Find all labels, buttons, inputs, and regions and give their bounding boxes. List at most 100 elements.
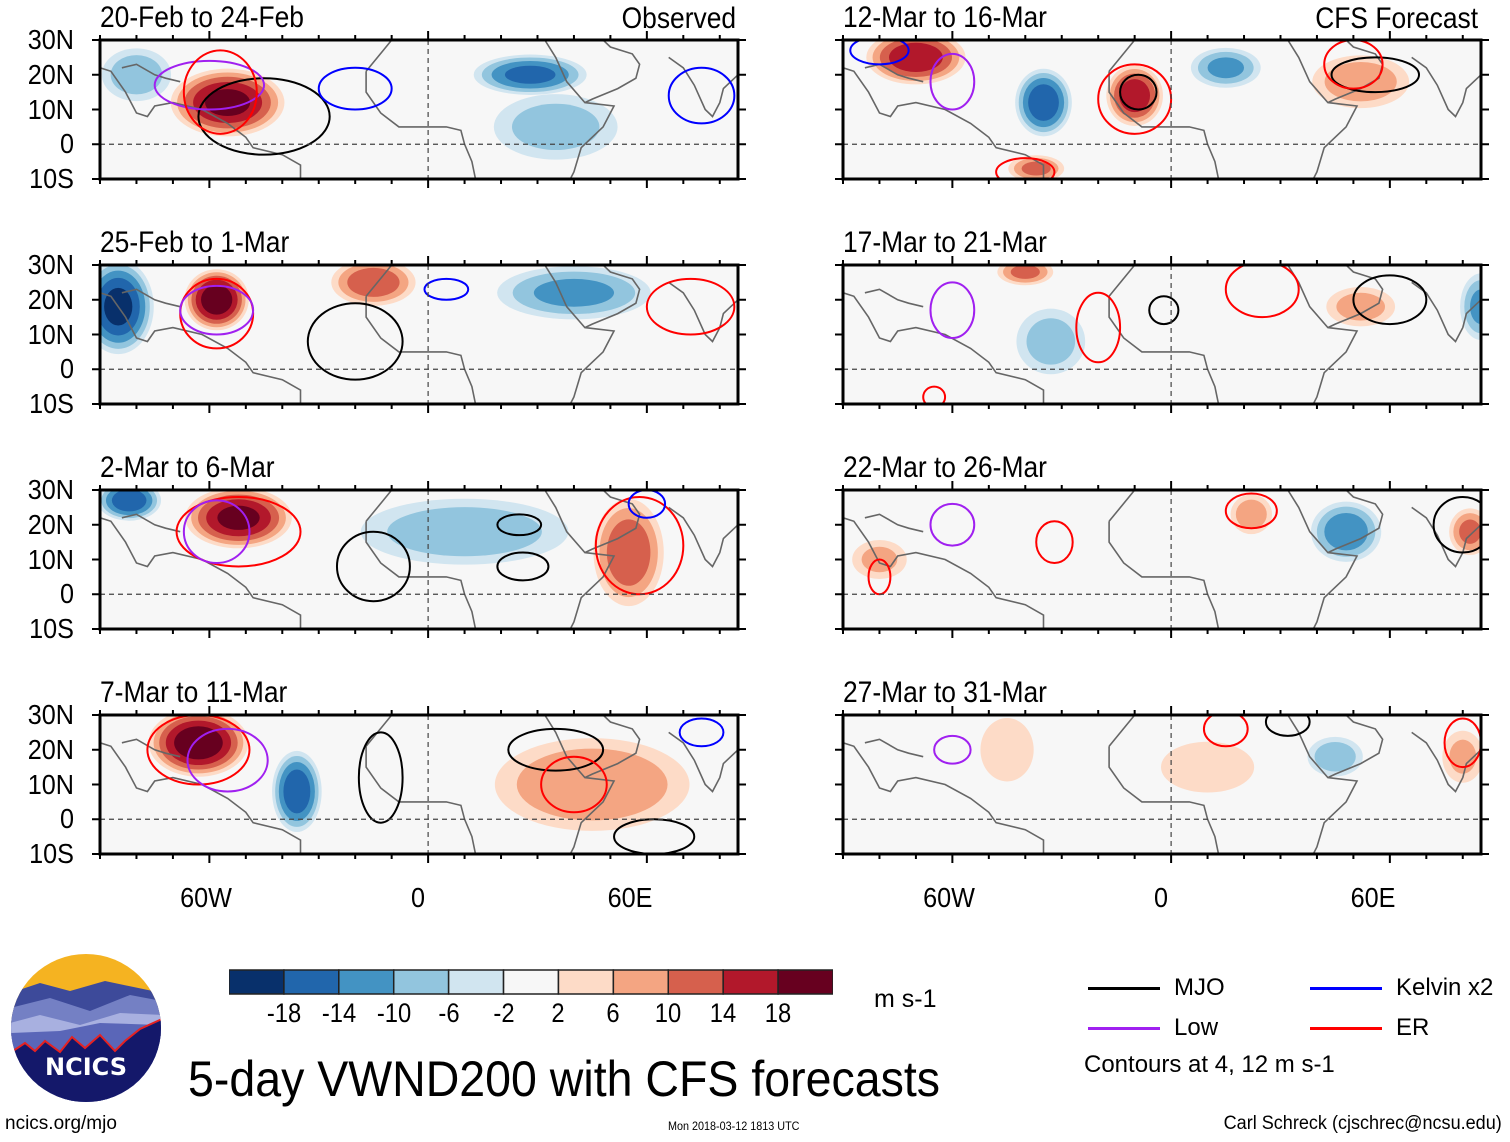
contour-mjo — [496, 513, 543, 537]
coastline — [843, 517, 1045, 629]
coastline — [1287, 715, 1359, 854]
contour-low — [153, 59, 266, 111]
coastline — [1411, 731, 1481, 793]
colorbar-swatch — [667, 969, 724, 995]
map-panel — [835, 706, 1489, 863]
coastline — [100, 517, 302, 629]
northerly-anomaly-shading — [110, 55, 163, 95]
timestamp: Mon 2018-03-12 1813 UTC — [668, 1119, 800, 1133]
panel-title: 12-Mar to 16-Mar — [843, 1, 1047, 34]
legend-item-mjo: MJO — [1088, 975, 1225, 1001]
map-panel — [835, 31, 1489, 188]
northerly-anomaly-shading — [1028, 84, 1059, 121]
contour-er — [1202, 715, 1249, 748]
coastline — [864, 738, 924, 758]
coastline — [1108, 715, 1136, 747]
contour-er — [1097, 63, 1173, 135]
coastline — [584, 715, 641, 779]
panel-title: 27-Mar to 31-Mar — [843, 676, 1047, 709]
colorbar-swatch — [502, 969, 560, 995]
coastline — [1108, 265, 1136, 297]
contour-er — [645, 277, 736, 336]
legend-swatch — [1088, 986, 1160, 990]
x-tick-label: 0 — [410, 882, 426, 913]
y-tick-label: 30N — [27, 24, 74, 55]
colorbar-swatch — [447, 969, 505, 995]
contour-er — [995, 157, 1056, 179]
coastline — [544, 40, 616, 179]
contour-kelvin-x2 — [317, 66, 393, 111]
coastline — [1287, 490, 1359, 629]
contour-mjo — [1264, 715, 1311, 737]
x-tick-label: 0 — [1153, 882, 1169, 913]
northerly-anomaly-shading — [111, 490, 147, 512]
panel-title: 17-Mar to 21-Mar — [843, 226, 1047, 259]
colorbar-swatch — [722, 969, 779, 995]
contour-er — [540, 755, 608, 814]
contour-er — [175, 495, 302, 568]
map-background — [843, 265, 1481, 404]
y-tick-label: 10N — [27, 93, 74, 125]
y-tick-label: 20N — [27, 58, 74, 90]
northerly-anomaly-shading — [533, 278, 615, 307]
legend-label: Kelvin x2 — [1396, 974, 1494, 1001]
southerly-anomaly-shading — [1336, 292, 1385, 321]
coastline — [365, 521, 477, 629]
coastline — [1327, 265, 1384, 329]
coastline — [1327, 715, 1384, 779]
southerly-anomaly-shading — [1449, 739, 1477, 774]
contour-kelvin-x2 — [678, 717, 725, 748]
coastline — [843, 292, 1045, 404]
coastline — [365, 296, 477, 404]
panel-title: 25-Feb to 1-Mar — [100, 226, 290, 259]
contour-mjo — [1148, 295, 1180, 326]
southerly-anomaly-shading — [201, 284, 233, 315]
legend-item-kelvin: Kelvin x2 — [1310, 975, 1493, 1001]
y-tick-label: 0 — [59, 128, 74, 160]
coastline — [1108, 40, 1136, 72]
contour-low — [182, 499, 251, 564]
northerly-anomaly-shading — [511, 103, 600, 151]
column-label-observed: Observed — [621, 2, 736, 35]
coastline — [121, 63, 181, 83]
southerly-anomaly-shading — [174, 726, 223, 760]
colorbar-swatch — [557, 969, 615, 995]
y-tick-label: 10S — [29, 163, 75, 194]
coastline — [1108, 746, 1220, 854]
contour-mjo — [197, 77, 331, 156]
contour-note: Contours at 4, 12 m s-1 — [1084, 1051, 1335, 1078]
map-panel — [92, 31, 746, 188]
coastline — [1287, 40, 1359, 179]
contour-er — [1035, 520, 1074, 564]
coastline — [584, 265, 641, 329]
colorbar-tick-label: -6 — [438, 998, 460, 1028]
coastline — [544, 490, 616, 629]
contour-low — [929, 52, 976, 111]
coastline — [121, 738, 181, 758]
x-tick-label: 60W — [180, 882, 232, 913]
northerly-anomaly-shading — [1207, 57, 1245, 79]
southerly-anomaly-shading — [347, 267, 400, 297]
contour-kelvin-x2 — [627, 490, 667, 519]
coastline — [1287, 265, 1359, 404]
coastline — [668, 56, 738, 118]
units-label: m s-1 — [874, 985, 937, 1013]
site-link[interactable]: ncics.org/mjo — [5, 1113, 117, 1134]
colorbar-swatch — [612, 969, 670, 995]
colorbar-tick-label: -2 — [492, 998, 515, 1028]
colorbar-tick-label: -10 — [376, 998, 411, 1028]
y-tick-label: 10N — [27, 543, 74, 575]
figure-title: 5-day VWND200 with CFS forecasts — [188, 1051, 940, 1107]
panel-title: 2-Mar to 6-Mar — [100, 451, 275, 484]
contour-low — [929, 281, 976, 339]
coastline — [121, 288, 181, 308]
contour-mjo — [1119, 73, 1158, 111]
contour-mjo — [613, 818, 696, 854]
colorbar-tick-label: 10 — [655, 998, 682, 1028]
southerly-anomaly-shading — [516, 748, 668, 821]
coastline — [1411, 506, 1481, 568]
y-tick-label: 10N — [27, 768, 74, 800]
y-tick-label: 20N — [27, 508, 74, 540]
contour-er — [182, 49, 258, 135]
colorbar — [229, 969, 833, 995]
